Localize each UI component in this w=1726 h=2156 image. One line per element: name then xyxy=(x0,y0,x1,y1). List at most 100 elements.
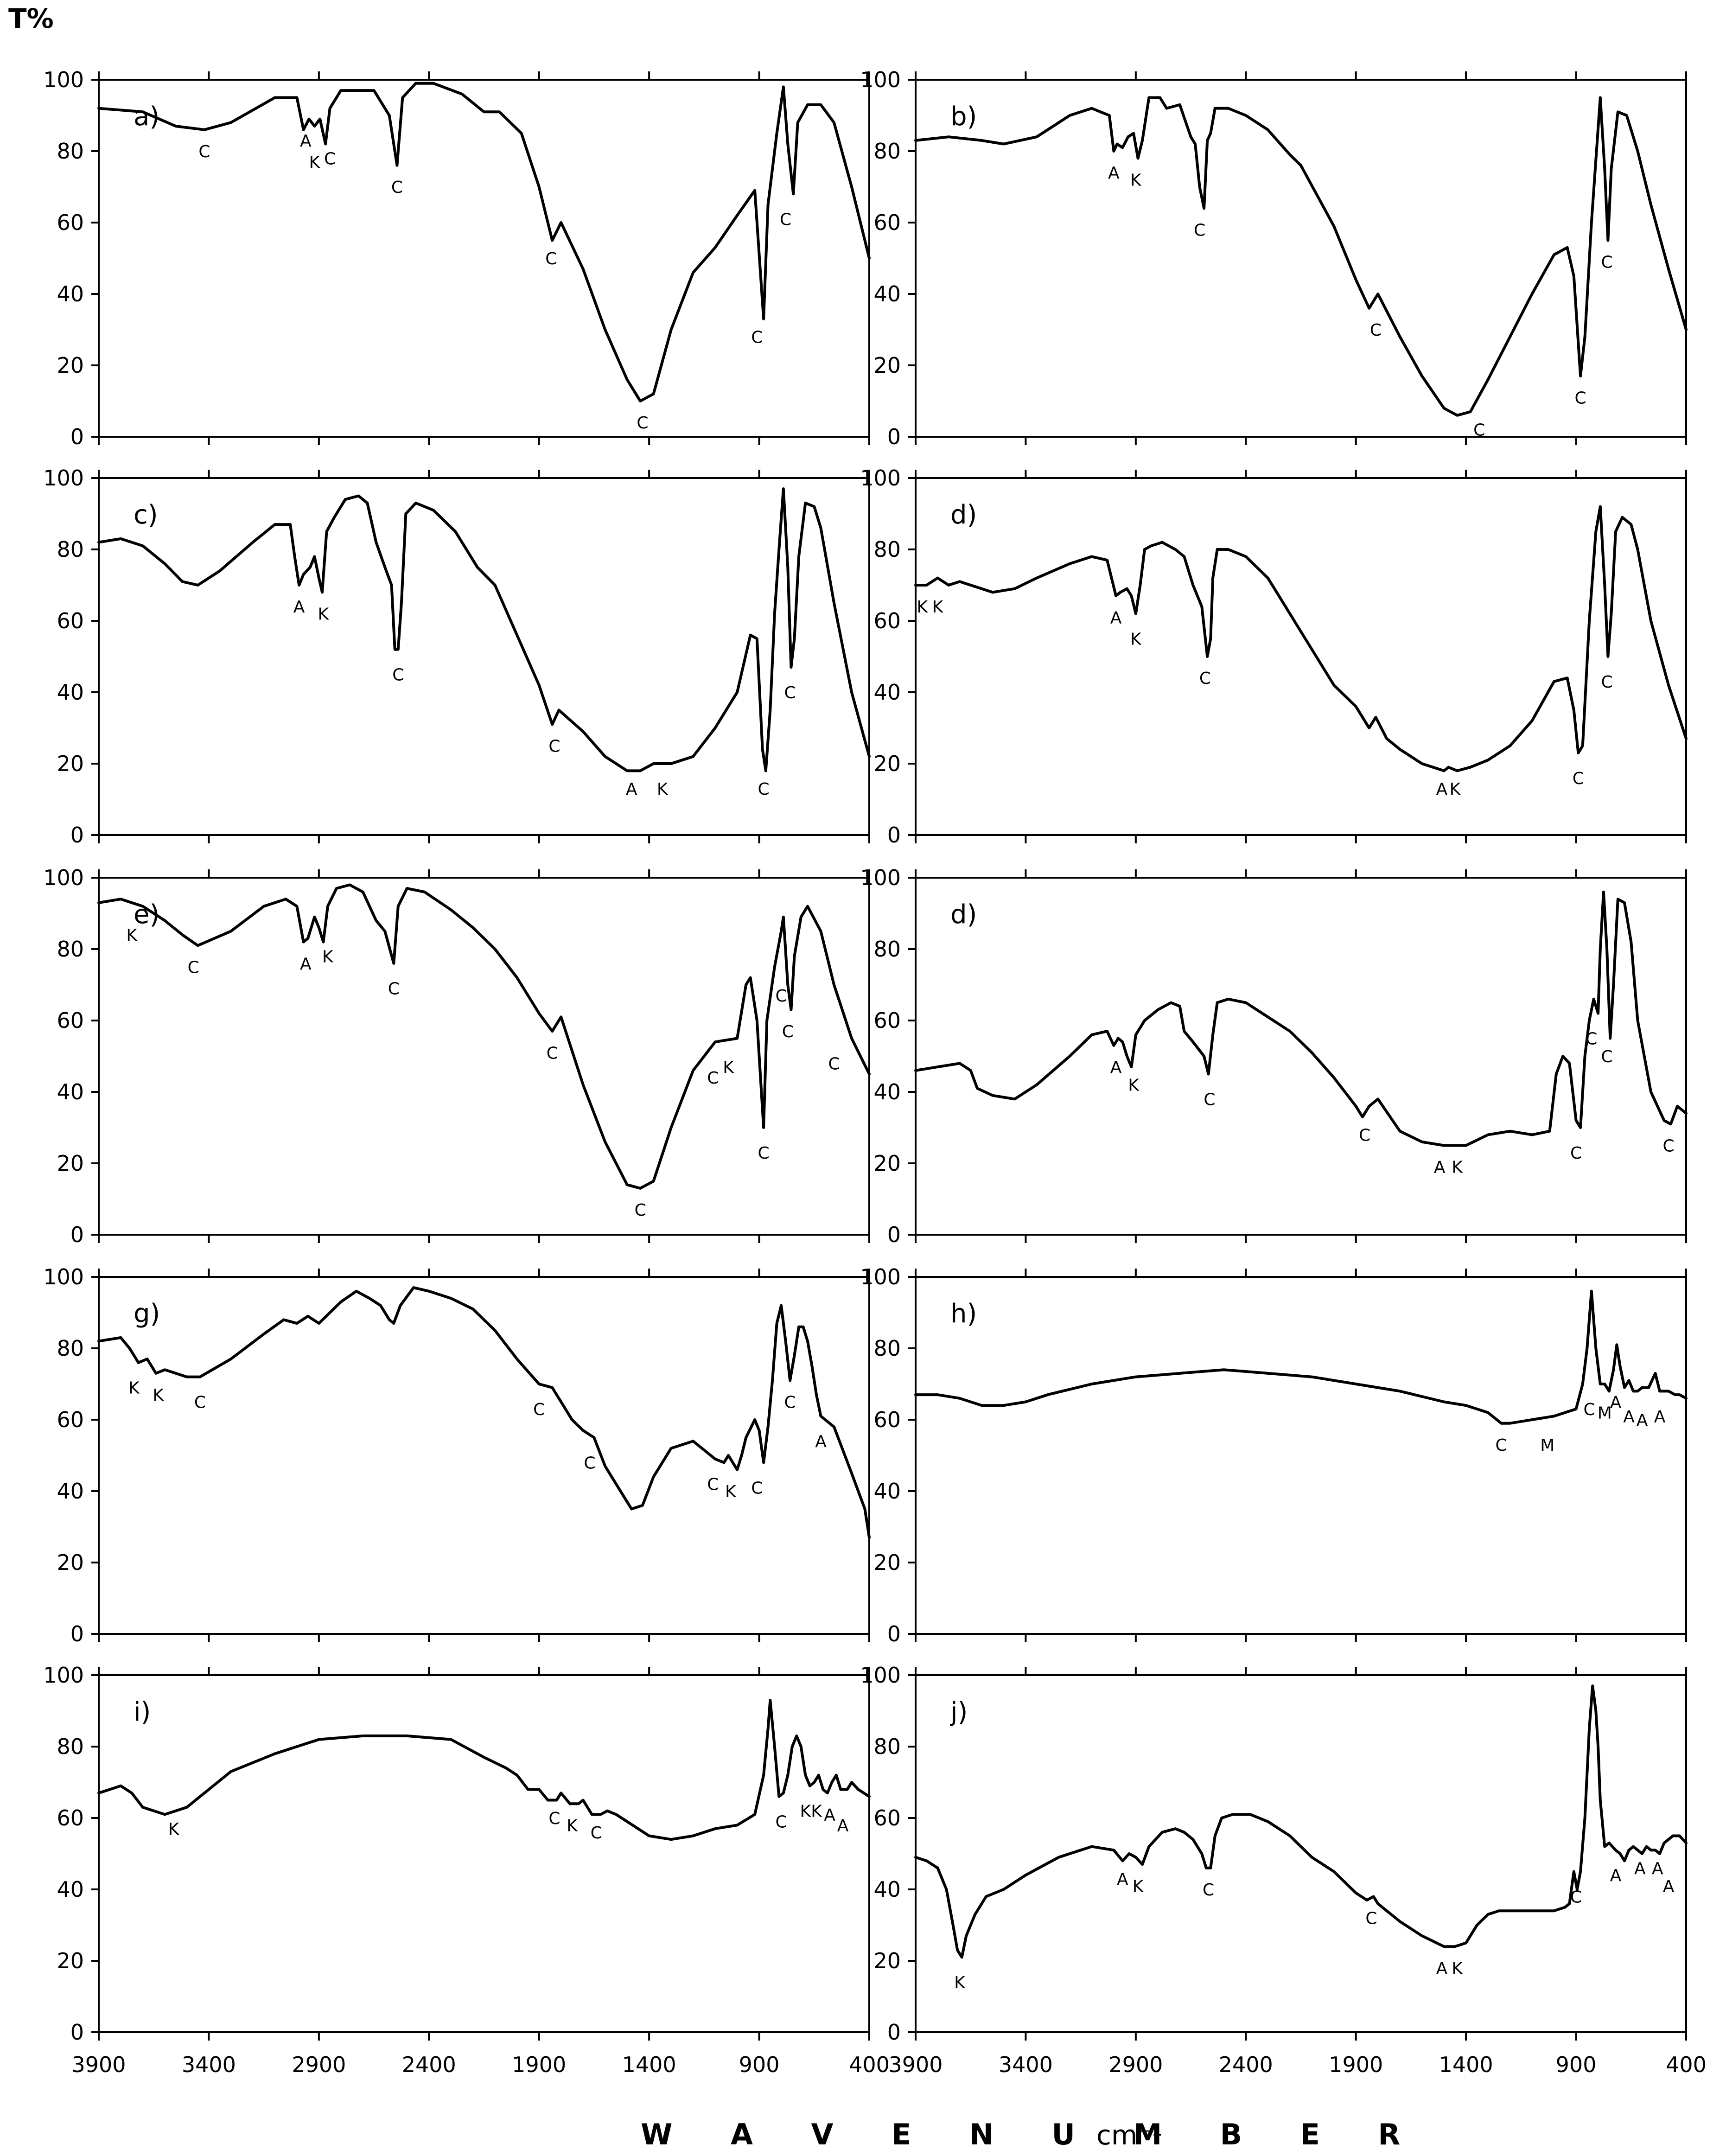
panel-label: c) xyxy=(134,500,158,530)
y-tick-label: 20 xyxy=(57,1151,84,1176)
band-label: K xyxy=(811,1802,822,1821)
y-tick-label: 20 xyxy=(57,1550,84,1575)
band-label: C xyxy=(548,737,560,756)
panel-frame xyxy=(98,877,870,1236)
band-label: C xyxy=(828,1054,840,1073)
band-label: C xyxy=(1496,1436,1507,1455)
y-tick-label: 0 xyxy=(70,1222,84,1247)
y-tick-label: 20 xyxy=(57,353,84,378)
y-tick-label: 60 xyxy=(57,1407,84,1432)
x-axis-unit: cm⁻¹ xyxy=(1096,2119,1162,2151)
band-label: A xyxy=(1436,780,1448,799)
y-tick-label: 20 xyxy=(57,751,84,776)
band-label: C xyxy=(194,1393,206,1412)
band-label: K xyxy=(1452,1959,1463,1978)
band-label: K xyxy=(1128,1076,1140,1095)
y-tick-label: 80 xyxy=(873,1336,901,1361)
band-label: A xyxy=(626,780,637,799)
panel-10: 0 20 40 60 80 100 3900 3400 2900 2400 1900 1400 900 4… xyxy=(860,1663,1707,2077)
band-label: C xyxy=(707,1069,719,1088)
y-tick-label: 60 xyxy=(57,608,84,633)
band-label: C xyxy=(751,1479,763,1498)
x-tick-label: 1900 xyxy=(1329,2052,1383,2077)
band-label: M xyxy=(1540,1436,1554,1455)
band-label: C xyxy=(758,1144,769,1163)
y-tick-label: 100 xyxy=(43,67,84,92)
band-label: C xyxy=(391,178,403,197)
y-tick-label: 60 xyxy=(873,608,901,633)
band-label: A xyxy=(1434,1158,1446,1177)
y-tick-label: 80 xyxy=(57,139,84,164)
x-tick-label: 1400 xyxy=(1439,2052,1493,2077)
x-tick-label: 2900 xyxy=(292,2052,346,2077)
spectrum-line xyxy=(97,1286,871,1539)
band-label: A xyxy=(1637,1411,1648,1430)
y-tick-label: 100 xyxy=(43,1663,84,1688)
band-label: C xyxy=(1570,1888,1582,1907)
spectrum-line xyxy=(97,487,871,772)
y-tick-label: 60 xyxy=(57,1008,84,1033)
band-label: K xyxy=(954,1973,966,1992)
spectrum-line xyxy=(914,96,1688,417)
panel-label: e) xyxy=(134,899,159,930)
band-label: C xyxy=(1370,321,1382,340)
band-label: C xyxy=(533,1400,545,1419)
panel-label: d) xyxy=(950,899,977,930)
y-tick-label: 100 xyxy=(43,466,84,491)
spectrum-line xyxy=(97,82,871,402)
y-tick-label: 100 xyxy=(860,466,901,491)
band-label: A xyxy=(1634,1859,1646,1878)
band-label: A xyxy=(1110,608,1122,627)
band-label: C xyxy=(707,1475,719,1494)
panel-label: d) xyxy=(950,500,977,530)
x-tick-label: 400 xyxy=(849,2052,890,2077)
y-tick-label: 20 xyxy=(873,1948,901,1973)
panel-frame xyxy=(98,79,870,438)
band-label: C xyxy=(751,328,763,347)
y-tick-label: 60 xyxy=(873,1805,901,1831)
band-label: C xyxy=(1203,1881,1214,1900)
band-label: C xyxy=(324,149,336,168)
band-label: K xyxy=(322,947,334,966)
panel-label: a) xyxy=(134,102,159,132)
y-tick-label: 20 xyxy=(57,1948,84,1973)
band-label: K xyxy=(126,926,138,945)
y-tick-label: 40 xyxy=(873,1877,901,1902)
band-label: C xyxy=(1583,1400,1595,1419)
y-tick-label: 60 xyxy=(873,1008,901,1033)
band-label: A xyxy=(1108,164,1120,183)
y-tick-label: 100 xyxy=(860,67,901,92)
band-label: M xyxy=(1598,1404,1612,1423)
x-tick-label: 2900 xyxy=(1108,2052,1163,2077)
band-label: K xyxy=(567,1816,578,1835)
band-label: C xyxy=(392,666,404,685)
spectrum-line xyxy=(914,1684,1688,1959)
band-label: C xyxy=(547,1044,558,1063)
band-label: C xyxy=(388,980,400,999)
y-tick-label: 0 xyxy=(70,424,84,449)
y-tick-label: 80 xyxy=(57,937,84,962)
x-tick-label: 1900 xyxy=(512,2052,566,2077)
panel-9: 0 20 40 60 80 100 3900 3400 2900 2400 1900 1400 900 4… xyxy=(43,1663,890,2077)
y-tick-label: 80 xyxy=(873,937,901,962)
x-tick-label: 3400 xyxy=(999,2052,1053,2077)
y-tick-label: 40 xyxy=(57,1479,84,1504)
band-label: C xyxy=(591,1824,602,1843)
panel-frame xyxy=(98,477,870,836)
band-label: K xyxy=(318,605,330,624)
panel-frame xyxy=(98,1674,870,2033)
band-label: A xyxy=(824,1805,835,1824)
band-label: C xyxy=(635,1201,646,1220)
y-tick-label: 100 xyxy=(860,1663,901,1688)
band-label: K xyxy=(932,598,944,617)
panel-label: g) xyxy=(134,1299,160,1329)
band-label: K xyxy=(168,1820,180,1839)
y-tick-label: 20 xyxy=(873,353,901,378)
band-label: K xyxy=(917,598,928,617)
band-label: K xyxy=(1130,630,1142,649)
x-axis-title: W A V E N U M B E R xyxy=(641,2118,1424,2151)
x-tick-label: 2400 xyxy=(1219,2052,1273,2077)
x-tick-label: 900 xyxy=(1556,2052,1597,2077)
x-tick-label: 900 xyxy=(739,2052,780,2077)
